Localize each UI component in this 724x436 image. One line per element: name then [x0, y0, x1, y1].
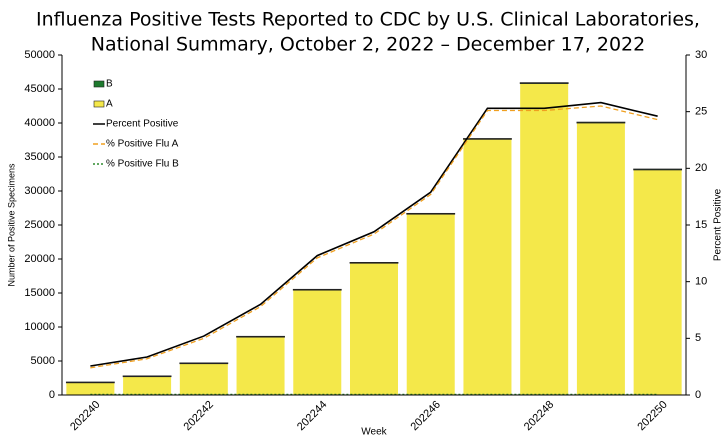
bar [463, 138, 512, 140]
y-tick-label: 20000 [24, 253, 55, 265]
bar [123, 376, 172, 395]
bar [633, 168, 683, 171]
bar [406, 214, 455, 395]
y-tick-label: 40000 [24, 117, 55, 129]
bar [633, 169, 682, 395]
chart-title: Influenza Positive Tests Reported to CDC… [36, 9, 700, 31]
y-tick-label: 50000 [24, 49, 55, 61]
bar [520, 83, 569, 395]
y2-tick-label: 5 [695, 332, 701, 344]
bar [236, 335, 285, 338]
bar [406, 212, 456, 215]
y2-tick-label: 20 [695, 162, 707, 174]
bar [65, 381, 115, 384]
bar [350, 263, 398, 395]
y2-tick-label: 0 [695, 389, 701, 401]
bar [576, 121, 626, 124]
line [90, 105, 658, 369]
x-tick-label: 202240 [68, 399, 102, 433]
legend-swatch [93, 100, 105, 108]
bar [66, 382, 115, 395]
y-tick-label: 45000 [24, 83, 55, 95]
x-tick-label: 202246 [408, 399, 442, 433]
legend-label: B [106, 79, 113, 90]
legend-label: Percent Positive [106, 119, 179, 130]
legend-label: A [106, 99, 113, 110]
x-tick-label: 202242 [182, 399, 216, 433]
y2-tick-label: 25 [695, 106, 707, 118]
bar [463, 139, 512, 395]
y-tick-label: 5000 [31, 355, 55, 367]
y2-tick-label: 30 [695, 49, 707, 61]
bar [292, 288, 342, 291]
y-tick-label: 0 [49, 389, 55, 401]
y-tick-label: 25000 [24, 219, 55, 231]
line [90, 101, 658, 367]
bar [293, 289, 342, 395]
y-tick-label: 10000 [24, 321, 55, 333]
bar [349, 261, 399, 264]
bar [179, 363, 228, 395]
x-tick-label: 202248 [522, 399, 556, 433]
y-tick-label: 15000 [24, 287, 55, 299]
legend-label: % Positive Flu A [106, 139, 179, 150]
x-tick-label: 202244 [295, 399, 329, 433]
legend-swatch [93, 80, 105, 88]
y2-axis-label: Percent Positive [713, 188, 724, 261]
x-tick-label: 202250 [635, 399, 669, 433]
bar [122, 375, 172, 378]
y2-tick-label: 10 [695, 276, 707, 288]
bar [519, 82, 569, 84]
bar [576, 123, 625, 395]
y-axis-label: Number of Positive Specimens [6, 163, 16, 287]
chart-title: National Summary, October 2, 2022 – Dece… [91, 34, 645, 56]
y-tick-label: 35000 [24, 151, 55, 163]
bar [236, 336, 285, 395]
y-tick-label: 30000 [24, 185, 55, 197]
legend-label: % Positive Flu B [106, 159, 179, 170]
x-axis-label: Week [361, 427, 387, 436]
bar [179, 362, 229, 365]
y2-tick-label: 15 [695, 219, 707, 231]
